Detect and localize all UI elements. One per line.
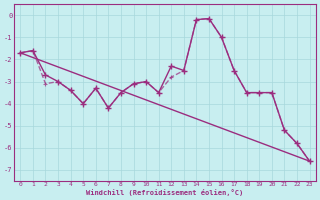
X-axis label: Windchill (Refroidissement éolien,°C): Windchill (Refroidissement éolien,°C) — [86, 189, 244, 196]
